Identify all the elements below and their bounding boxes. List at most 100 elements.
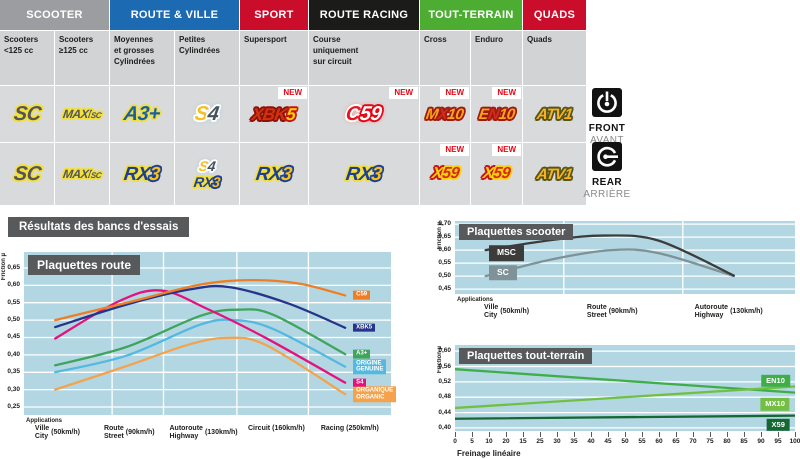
badge-segment: 59: [492, 165, 512, 182]
stop-name: Route Street: [587, 304, 607, 319]
y-axis-label: Friction µ: [437, 222, 443, 250]
y-axis-tick: 0,25: [7, 403, 20, 410]
stop-name: Circuit: [248, 425, 270, 433]
badge-segment: A3+: [122, 103, 162, 125]
badge-a3plus: A3+: [122, 103, 162, 125]
x-tick-label: 75: [706, 438, 714, 445]
y-axis-tick: 0,60: [7, 281, 20, 289]
front-brake-disc-icon: [592, 88, 622, 122]
x-tick-label: 90: [757, 438, 765, 445]
x-tick-label: 5: [470, 438, 474, 445]
stop-speed: (130km/h): [204, 429, 238, 437]
x-tick-label: 25: [536, 438, 544, 445]
y-axis-tick: 0,65: [438, 233, 451, 241]
front-position-tag: FRONT AVANT: [575, 88, 639, 146]
front-label-en: FRONT: [588, 123, 626, 134]
badge-segment: SC: [12, 103, 42, 125]
badge-segment: MAXI: [61, 166, 92, 181]
table-group-header-sport: SPORT: [240, 0, 308, 30]
x-tick-mark: [523, 432, 524, 437]
x-tick-mark: [778, 432, 779, 437]
x-tick-mark: [489, 432, 490, 437]
badge-segment: 59: [440, 165, 460, 182]
badge-s4: S4: [198, 158, 216, 174]
series-label-a3-: A3+: [353, 349, 371, 359]
stop-name-line2: City: [34, 432, 49, 440]
new-badge: NEW: [492, 87, 521, 99]
product-cell-front: NEW MX10: [420, 86, 470, 142]
badge-segment: 5: [285, 104, 298, 124]
y-axis-tick: 0,40: [438, 423, 451, 431]
product-cell-front: SC: [0, 86, 54, 142]
new-badge: NEW: [492, 144, 521, 156]
rear-brake-disc-icon: [592, 142, 622, 176]
x-tick-label: 45: [604, 438, 612, 445]
badge-rx3: RX3: [193, 174, 221, 190]
table-group-header-route-ville: ROUTE & VILLE: [110, 0, 239, 30]
plot-area: [24, 252, 391, 415]
x-tick-mark: [659, 432, 660, 437]
series-label-en10: EN10: [761, 374, 790, 388]
x-tick-label: 65: [672, 438, 680, 445]
x-axis-stop-circuit: Circuit (160km/h): [248, 425, 305, 433]
product-cell-rear: NEW X59: [471, 143, 522, 205]
stop-name-line1: Route: [586, 304, 607, 311]
x-axis-intro: Applications: [457, 297, 494, 303]
table-subheader: Course uniquement sur circuit: [309, 31, 419, 85]
badge-segment: ATV1: [535, 165, 574, 183]
x-tick-label: 85: [740, 438, 748, 445]
stop-name: Racing: [321, 425, 344, 433]
chart-title: Plaquettes scooter: [459, 224, 574, 240]
x-axis-stop-ville: Ville City (50km/h): [484, 304, 529, 319]
x-tick-label: 80: [723, 438, 731, 445]
x-tick-label: 40: [587, 438, 595, 445]
table-subheader: Scooters <125 cc: [0, 31, 54, 85]
stop-name-line1: Racing: [320, 425, 345, 432]
y-axis-tick: 0,45: [7, 333, 20, 341]
product-cell-rear: RX3: [240, 143, 308, 205]
badge-s4: S4: [194, 103, 221, 125]
x-axis-stop-route: Route Street (90km/h): [587, 304, 638, 319]
stop-name-line2: Street: [103, 432, 124, 440]
new-badge: NEW: [440, 87, 469, 99]
stop-name-line1: Route: [103, 425, 124, 432]
series-label-origine-genuine: ORIGINE GENUINE: [353, 358, 387, 375]
x-tick-label: 15: [519, 438, 527, 445]
badge-segment: 3: [148, 163, 162, 185]
badge-segment: RX: [254, 163, 284, 185]
new-badge: NEW: [278, 87, 307, 99]
stop-speed: (50km/h): [51, 429, 80, 437]
table-group-header-tout-terrain: TOUT-TERRAIN: [420, 0, 522, 30]
stop-name-line2: Street: [586, 311, 607, 319]
x-tick-mark: [795, 432, 796, 437]
x-tick-mark: [761, 432, 762, 437]
stop-name: Autoroute Highway: [695, 304, 728, 319]
badge-segment: 10: [446, 105, 465, 123]
product-cell-front: NEW C59: [309, 86, 419, 142]
table-subheader: Enduro: [471, 31, 522, 85]
product-cell-rear: S4 RX3: [175, 143, 239, 205]
badge-segment: MAXI: [61, 106, 92, 121]
badge-segment: SC: [12, 163, 42, 185]
badge-maxisc: MAXISC: [61, 106, 102, 121]
badge-xbk5: XBK5: [251, 104, 298, 124]
stop-speed: (130km/h): [730, 308, 763, 316]
series-label-mx10: MX10: [760, 397, 790, 411]
series-label-sc: SC: [489, 265, 517, 281]
product-cell-front: ATV1: [523, 86, 586, 142]
x-axis-stop-ville: Ville City (50km/h): [35, 425, 80, 440]
product-cell-rear: SC: [0, 143, 54, 205]
new-badge: NEW: [389, 87, 418, 99]
table-subheader: Scooters ≥125 cc: [55, 31, 109, 85]
chart-title: Plaquettes route: [28, 255, 141, 275]
x-axis-stop-autoroute: Autoroute Highway (130km/h): [695, 304, 763, 319]
stop-name-line2: Highway: [169, 432, 199, 440]
chart-title: Plaquettes tout-terrain: [459, 348, 593, 364]
badge-segment: RX: [344, 163, 374, 185]
y-axis-label: Friction µ: [1, 253, 7, 281]
x-tick-label: 20: [502, 438, 510, 445]
stop-name: Autoroute Highway: [169, 425, 202, 440]
x-tick-mark: [455, 432, 456, 437]
badge-segment: 4: [206, 103, 221, 125]
badge-atv1: ATV1: [536, 106, 574, 123]
